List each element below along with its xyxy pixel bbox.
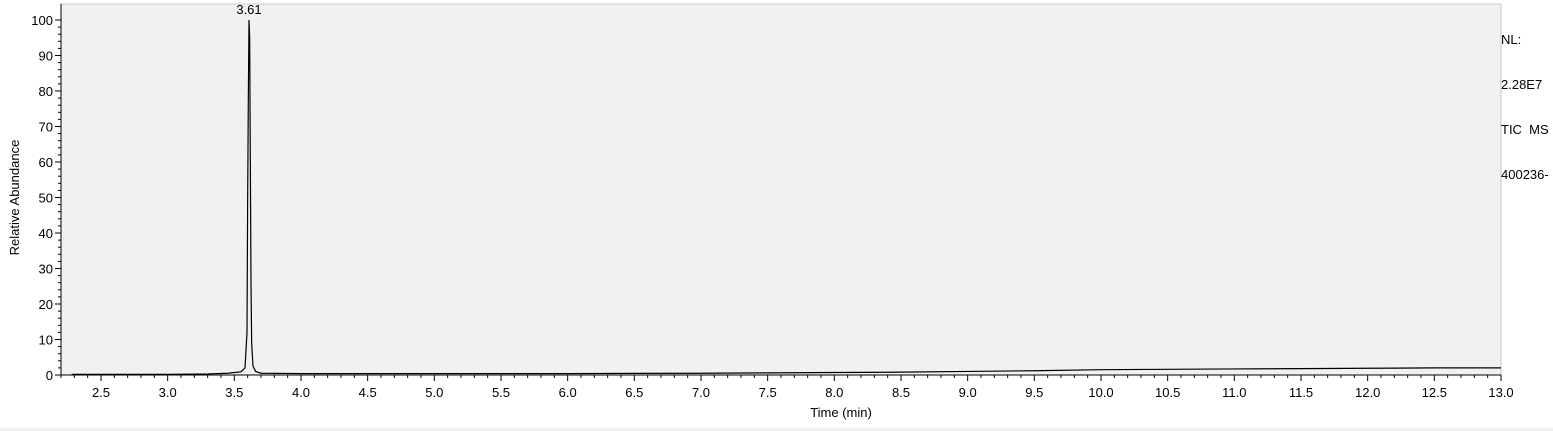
bottom-border bbox=[0, 428, 1553, 431]
x-tick-label: 10.5 bbox=[1155, 385, 1180, 400]
y-tick-label: 40 bbox=[39, 226, 53, 241]
y-tick-label: 10 bbox=[39, 333, 53, 348]
x-tick-label: 11.0 bbox=[1222, 385, 1246, 400]
x-tick-label: 7.0 bbox=[692, 385, 710, 400]
x-tick-label: 6.5 bbox=[625, 385, 643, 400]
x-tick-label: 4.5 bbox=[359, 385, 377, 400]
x-tick-label: 6.0 bbox=[559, 385, 577, 400]
y-tick-label: 30 bbox=[39, 262, 53, 277]
x-tick-label: 9.0 bbox=[959, 385, 977, 400]
x-tick-label: 10.0 bbox=[1088, 385, 1113, 400]
x-tick-label: 4.0 bbox=[292, 385, 310, 400]
peak-label: 3.61 bbox=[236, 2, 261, 17]
tic-trace-line bbox=[71, 19, 1501, 375]
sample-id: 400236- bbox=[1501, 167, 1549, 182]
y-axis-ticks: 0 10 20 30 40 50 60 70 80 90 100 bbox=[31, 13, 61, 383]
x-axis-ticks: 2.5 3.0 3.5 4.0 4.5 5.0 5.5 6.0 6.5 7.0 7.5 8.0 8.5 9… bbox=[60, 375, 1514, 400]
x-tick-label: 11.5 bbox=[1289, 385, 1313, 400]
y-tick-label: 100 bbox=[31, 13, 53, 28]
x-tick-label: 2.5 bbox=[92, 385, 110, 400]
nl-value: 2.28E7 bbox=[1501, 77, 1543, 92]
normalization-info: NL: 2.28E7 TIC MS 400236- bbox=[1501, 2, 1549, 197]
x-tick-label: 5.0 bbox=[425, 385, 443, 400]
x-tick-label: 12.0 bbox=[1355, 385, 1380, 400]
x-tick-label: 8.5 bbox=[892, 385, 910, 400]
x-tick-label: 9.5 bbox=[1025, 385, 1043, 400]
y-tick-label: 20 bbox=[39, 297, 53, 312]
scan-filter: TIC MS bbox=[1501, 122, 1549, 137]
y-tick-label: 80 bbox=[39, 84, 53, 99]
x-tick-label: 13.0 bbox=[1488, 385, 1513, 400]
y-tick-label: 0 bbox=[46, 368, 53, 383]
x-tick-label: 3.0 bbox=[159, 385, 177, 400]
x-tick-label: 5.5 bbox=[492, 385, 510, 400]
y-tick-label: 50 bbox=[39, 191, 53, 206]
plot-area bbox=[60, 3, 1502, 376]
y-axis-title: Relative Abundance bbox=[7, 140, 22, 256]
y-tick-label: 90 bbox=[39, 49, 53, 64]
y-tick-label: 70 bbox=[39, 120, 53, 135]
x-tick-label: 3.5 bbox=[225, 385, 243, 400]
x-axis-title: Time (min) bbox=[810, 405, 872, 420]
x-tick-label: 8.0 bbox=[825, 385, 843, 400]
nl-label: NL: bbox=[1501, 32, 1522, 47]
y-tick-label: 60 bbox=[39, 155, 53, 170]
x-tick-label: 7.5 bbox=[759, 385, 777, 400]
x-tick-label: 12.5 bbox=[1422, 385, 1447, 400]
